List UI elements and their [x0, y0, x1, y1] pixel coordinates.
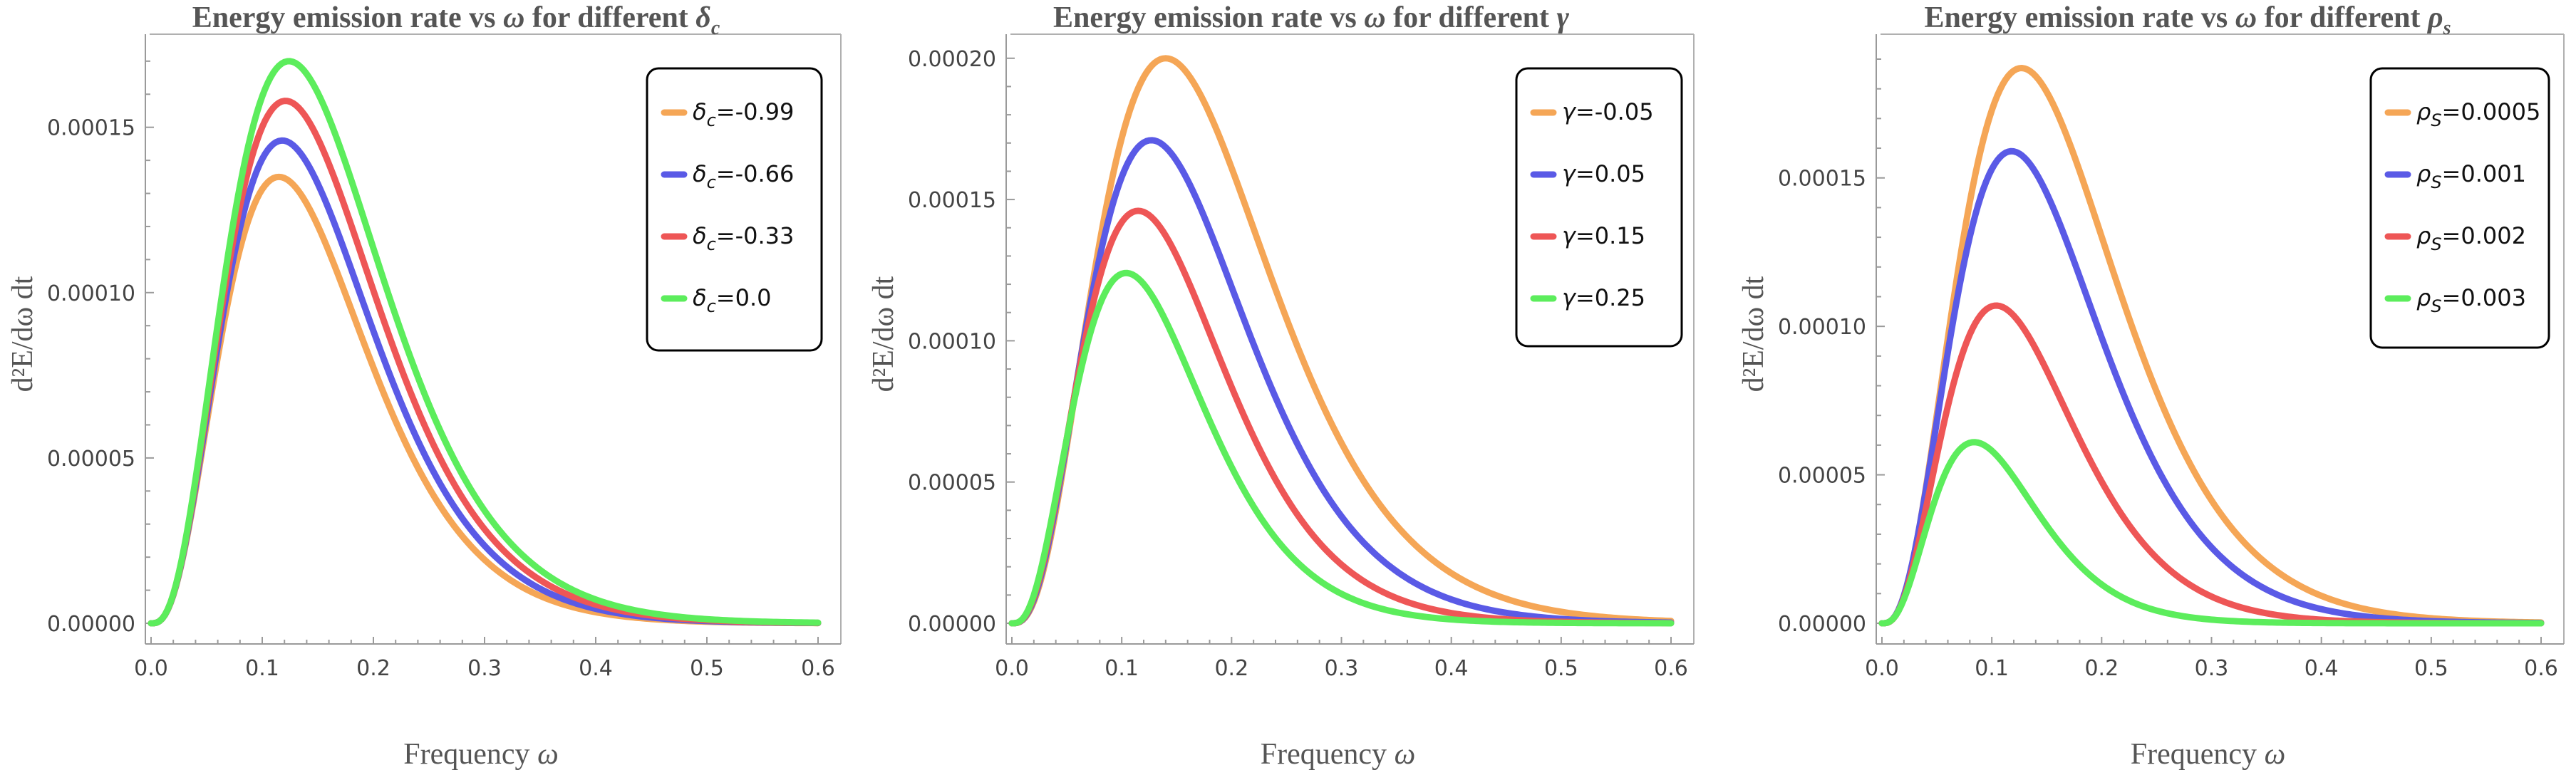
chart-panel-2: 0.0 0.1 0.2 0.3 0.4 0.5 0.6 0.00000 0.00005 0.000…	[867, 1, 1695, 771]
x-tick-label: 0.5	[1544, 656, 1578, 681]
legend-label--0.05: γ=-0.05	[1562, 98, 1654, 125]
y-tick-label: 0.00015	[47, 116, 135, 141]
y-tick-label: 0.00010	[1778, 315, 1866, 340]
legend: δc=-0.99 δc=-0.66 δc=-0.33 δc=0.0	[646, 67, 823, 352]
x-tick-label: 0.4	[2305, 656, 2339, 681]
legend-label-0.001: ρS=0.001	[2416, 160, 2526, 192]
x-tick-label: 0.6	[801, 656, 835, 681]
legend: γ=-0.05 γ=0.05 γ=0.15 γ=0.25	[1515, 67, 1683, 348]
legend-label--0.33: δc=-0.33	[693, 222, 794, 254]
legend-box	[1515, 67, 1683, 348]
legend-label-0.0005: ρS=0.0005	[2416, 98, 2540, 130]
chart-panel-3: 0.0 0.1 0.2 0.3 0.4 0.5 0.6 0.00000 0.00005 0.000…	[1737, 1, 2565, 771]
legend-label--0.66: δc=-0.66	[693, 160, 794, 192]
x-tick-label: 0.3	[1325, 656, 1359, 681]
series-line-0.0	[148, 58, 822, 627]
x-tick-label: 0.5	[2414, 656, 2448, 681]
legend-label-0.003: ρS=0.003	[2416, 284, 2526, 316]
x-tick-label: 0.0	[995, 656, 1029, 681]
y-axis-label: d²E/dω dt	[6, 276, 39, 392]
x-tick-label: 0.2	[356, 656, 390, 681]
legend: ρS=0.0005 ρS=0.001 ρS=0.002 ρS=0.003	[2369, 67, 2550, 349]
x-tick-label: 0.1	[1975, 656, 2009, 681]
x-tick-label: 0.1	[245, 656, 279, 681]
x-tick-label: 0.0	[1865, 656, 1899, 681]
x-tick-label: 0.5	[690, 656, 724, 681]
legend-label-0.002: ρS=0.002	[2416, 222, 2526, 254]
x-axis-label: Frequency ω	[1261, 738, 1415, 771]
legend-label--0.99: δc=-0.99	[693, 98, 794, 130]
legend-label-0.05: γ=0.05	[1562, 160, 1645, 187]
chart-title: Energy emission rate vs ω for different …	[1924, 1, 2451, 39]
series-line-0.25	[1008, 269, 1675, 627]
series-line-0.002	[1878, 302, 2545, 627]
series-line--0.05	[1008, 55, 1675, 627]
legend-label-0.0: δc=0.0	[693, 284, 771, 316]
x-tick-label: 0.2	[2084, 656, 2119, 681]
x-tick-label: 0.6	[1654, 656, 1688, 681]
y-tick-label: 0.00000	[1778, 612, 1866, 637]
chart-panel-1: 0.0 0.1 0.2 0.3 0.4 0.5 0.6 0.00000 0.00005 0.000…	[6, 1, 842, 771]
x-axis-label: Frequency ω	[2131, 738, 2285, 771]
legend-label-0.25: γ=0.25	[1562, 284, 1645, 311]
x-tick-label: 0.4	[579, 656, 613, 681]
legend-box	[646, 67, 823, 352]
x-tick-label: 0.2	[1214, 656, 1248, 681]
y-axis-label: d²E/dω dt	[1737, 276, 1770, 392]
chart-title: Energy emission rate vs ω for different …	[1053, 1, 1570, 34]
y-tick-label: 0.00010	[47, 281, 135, 306]
y-tick-label: 0.00000	[47, 612, 135, 637]
series-line-0.003	[1878, 439, 2545, 627]
x-tick-label: 0.3	[2195, 656, 2229, 681]
y-tick-label: 0.00005	[47, 447, 135, 472]
y-axis-label: d²E/dω dt	[867, 276, 900, 392]
x-axis-label: Frequency ω	[403, 738, 558, 771]
legend-label-0.15: γ=0.15	[1562, 222, 1645, 249]
x-tick-label: 0.3	[467, 656, 502, 681]
y-tick-label: 0.00015	[1778, 167, 1866, 192]
y-tick-label: 0.00020	[908, 47, 996, 72]
y-tick-label: 0.00005	[1778, 464, 1866, 489]
y-tick-label: 0.00005	[908, 471, 996, 496]
x-tick-label: 0.4	[1434, 656, 1469, 681]
chart-title: Energy emission rate vs ω for different …	[192, 1, 720, 39]
y-tick-label: 0.00000	[908, 612, 996, 637]
x-tick-label: 0.1	[1105, 656, 1139, 681]
y-tick-label: 0.00010	[908, 329, 996, 354]
legend-box	[2369, 67, 2550, 349]
x-tick-label: 0.6	[2524, 656, 2558, 681]
x-tick-label: 0.0	[134, 656, 168, 681]
y-tick-label: 0.00015	[908, 188, 996, 213]
